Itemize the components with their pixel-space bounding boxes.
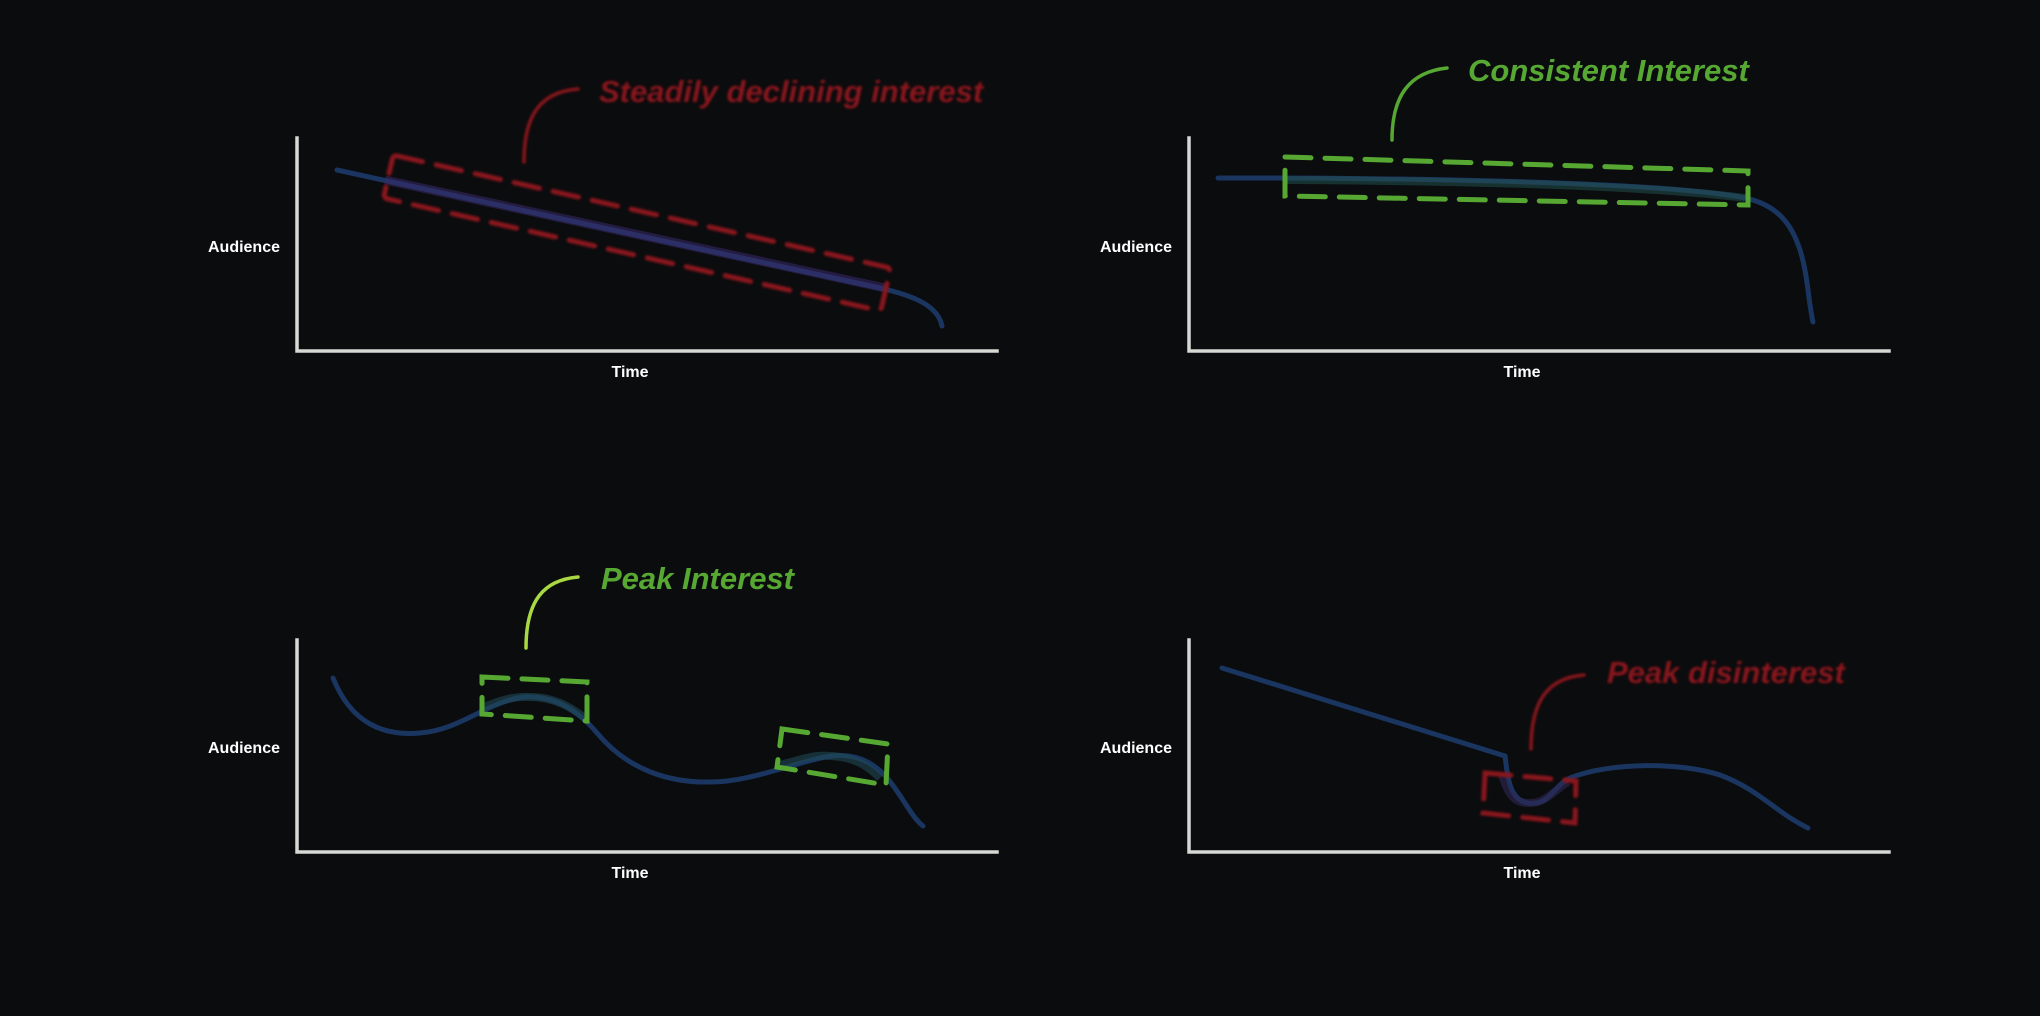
callout-leader: [522, 87, 580, 164]
callout-text: Steadily declining interest: [599, 74, 985, 109]
x-axis-label: Time: [611, 865, 648, 882]
panel-peak-interest: Audience Time Peak Interest: [208, 561, 999, 882]
callout-leader: [1529, 673, 1586, 751]
panel-consistent: Audience Time Consistent Interest: [1100, 53, 1891, 381]
x-axis-label: Time: [1503, 364, 1540, 381]
callout-leader: [1390, 66, 1449, 142]
highlight-band: [480, 692, 588, 722]
y-axis-label: Audience: [208, 239, 280, 256]
callout-text: Consistent Interest: [1468, 53, 1750, 88]
callout-text: Peak disinterest: [1607, 655, 1846, 690]
highlight-band: [1498, 773, 1571, 808]
axes: [295, 136, 999, 353]
callout-leader: [524, 575, 580, 650]
audience-curve: [330, 675, 926, 829]
highlight-band: [1284, 176, 1746, 202]
highlight-box: [479, 674, 590, 724]
axes: [1187, 136, 1891, 353]
x-axis-label: Time: [611, 364, 648, 381]
highlight-band: [779, 751, 883, 781]
panel-peak-disinterest: Audience Time Peak disinterest: [1100, 638, 1891, 882]
highlight-band: [384, 175, 886, 293]
panel-steady-decline: Audience Time Steadily declining interes…: [208, 74, 999, 381]
axes: [295, 638, 999, 854]
y-axis-label: Audience: [1100, 239, 1172, 256]
x-axis-label: Time: [1503, 865, 1540, 882]
callout-text: Peak Interest: [601, 561, 796, 596]
highlight-box: [1282, 154, 1751, 208]
y-axis-label: Audience: [208, 740, 280, 757]
audience-curve: [1219, 665, 1811, 831]
axes: [1187, 638, 1891, 854]
highlight-box: [1480, 770, 1579, 826]
y-axis-label: Audience: [1100, 740, 1172, 757]
highlight-box: [774, 726, 891, 788]
highlight-box: [381, 153, 893, 313]
